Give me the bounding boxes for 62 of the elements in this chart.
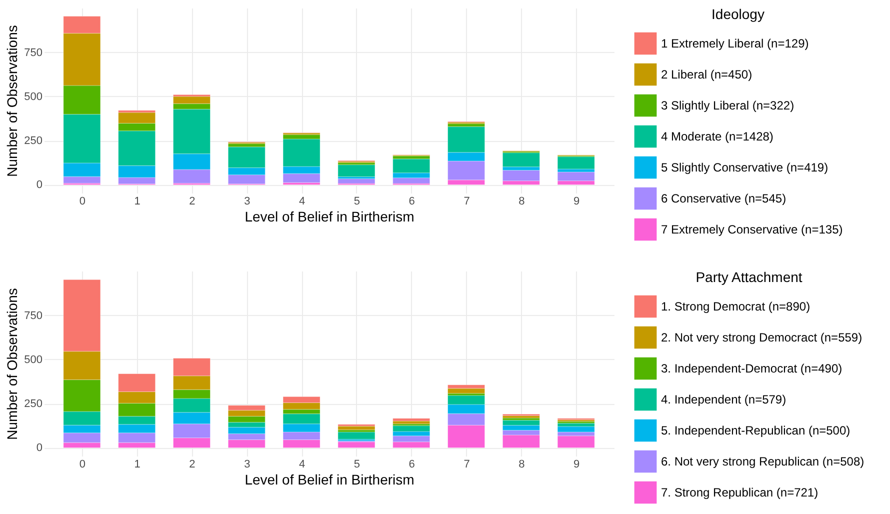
x-tick-label: 1 — [134, 458, 140, 470]
x-tick-label: 2 — [189, 196, 196, 208]
text: 1. Strong Democrat (n=890) — [661, 300, 810, 314]
x-tick-label: 0 — [79, 458, 86, 470]
text: 7. Strong Republican (n=721) — [661, 486, 818, 500]
y-tick-label: 0 — [36, 179, 42, 192]
text: 2. Not very strong Democract (n=559) — [661, 330, 862, 344]
bar — [392, 418, 430, 422]
x-tick-label: 9 — [573, 196, 580, 208]
x-tick-label: 7 — [464, 196, 470, 208]
text: 5. Independent-Republican (n=500) — [661, 424, 850, 438]
bar — [502, 170, 540, 182]
x-axis-title: Level of Belief in Birtherism — [244, 208, 414, 224]
x-tick-label: 8 — [518, 196, 525, 208]
legend-label: 5 Slightly Conservative (n=419) — [661, 160, 828, 174]
x-tick-label: 6 — [408, 458, 415, 470]
bar — [557, 156, 595, 170]
legend-label: 3 Slightly Liberal (n=322) — [661, 98, 794, 112]
x-tick-label: 3 — [244, 196, 250, 208]
y-tick-label: 500 — [24, 354, 42, 366]
legend-label: 1 Extremely Liberal (n=129) — [661, 36, 809, 50]
legend-label: 4 Moderate (n=1428) — [661, 130, 774, 144]
text: 4. Independent (n=579) — [661, 392, 786, 406]
legend-title: Party Attachment — [696, 269, 802, 285]
x-tick-label: 2 — [189, 458, 196, 470]
legend-title: Ideology — [712, 6, 764, 22]
y-tick-label: 750 — [24, 46, 42, 59]
x-tick-label: 4 — [298, 196, 306, 208]
bar — [557, 426, 595, 432]
y-tick-label: 750 — [24, 310, 42, 322]
legend-label: 7 Extremely Conservative (n=135) — [661, 222, 843, 236]
bar — [557, 436, 595, 448]
y-tick-label: 250 — [24, 398, 42, 410]
bar — [502, 434, 540, 448]
text: 6. Not very strong Republican (n=508) — [661, 454, 864, 468]
x-tick-label: 7 — [464, 458, 470, 470]
bar — [338, 442, 376, 448]
y-axis-title: Number of Observations — [4, 25, 20, 177]
bar — [557, 172, 595, 182]
x-axis-title: Level of Belief in Birtherism — [244, 472, 414, 488]
bar — [392, 425, 430, 432]
x-tick-label: 9 — [573, 458, 580, 470]
bar — [338, 432, 376, 440]
x-tick-label: 5 — [354, 196, 360, 208]
y-axis-title: Number of Observations — [4, 288, 20, 440]
bar — [338, 164, 376, 177]
bar — [502, 152, 540, 168]
y-tick-label: 0 — [36, 442, 42, 454]
x-tick-label: 1 — [134, 196, 140, 208]
x-tick-label: 8 — [518, 458, 525, 470]
x-tick-label: 0 — [79, 196, 86, 208]
x-tick-label: 3 — [244, 458, 250, 470]
legend-label: 6 Conservative (n=545) — [661, 192, 786, 206]
y-tick-label: 500 — [24, 90, 42, 103]
y-tick-label: 250 — [24, 135, 42, 148]
bar — [448, 388, 485, 394]
bar — [338, 178, 376, 184]
text: 3. Independent-Democrat (n=490) — [661, 362, 842, 376]
x-tick-label: 4 — [298, 458, 306, 470]
x-tick-label: 5 — [354, 458, 360, 470]
x-tick-label: 6 — [408, 196, 415, 208]
legend-label: 2 Liberal (n=450) — [661, 68, 752, 82]
